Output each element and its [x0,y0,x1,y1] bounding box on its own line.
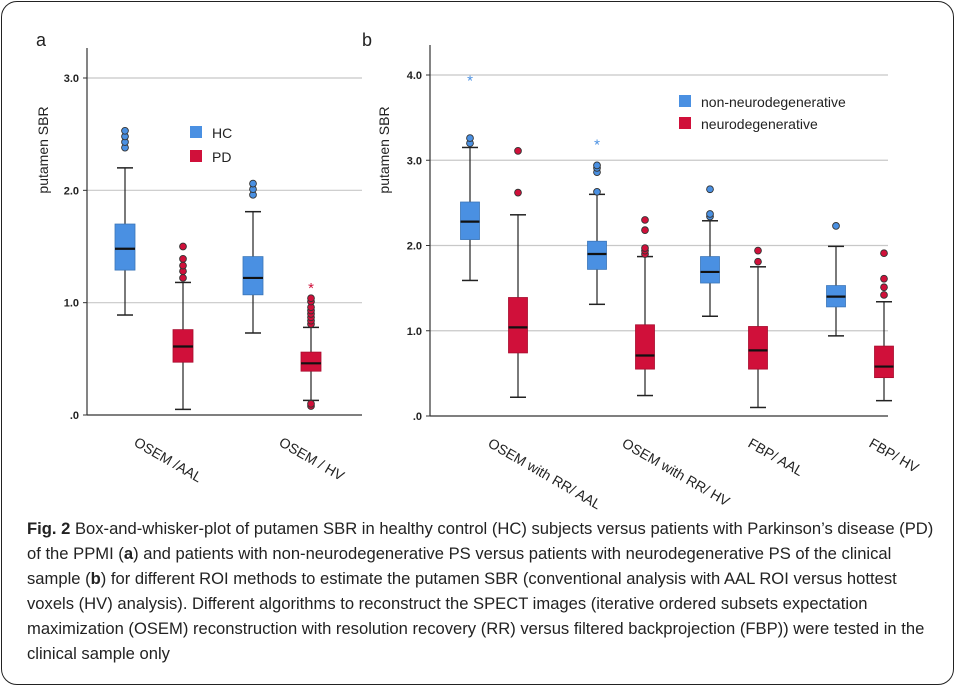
y-tick-label: 2.0 [407,241,422,253]
outlier-point [754,246,762,255]
outlier-point [880,249,888,258]
chart-panel-a: a .0 1.0 2.0 3.0 putamen SBR OSEM /AAL OSEM / H… [35,30,362,485]
outlier-point [307,399,315,408]
box [508,297,528,354]
outlier-point [514,188,522,197]
box [587,240,607,270]
outlier-point [121,126,129,135]
outlier-point [179,255,187,263]
box [700,256,720,284]
outlier-point [832,222,840,230]
x-category-label: OSEM with RR/ AAL [486,435,605,513]
caption-panel-a-ref: a [123,544,134,563]
caption-text-2: ) and patients with non-neurodegenerativ… [27,544,892,588]
outlier-point [641,244,649,252]
y-axis-label: putamen SBR [35,106,51,193]
outlier-point [880,283,888,292]
outlier-point [179,242,187,251]
legend-label: HC [212,125,232,141]
y-tick-label: 3.0 [407,155,422,167]
y-tick-label: 4.0 [407,70,422,82]
figure-caption: Fig. 2 Box-and-whisker-plot of putamen S… [27,516,937,666]
y-tick-label: 1.0 [64,298,79,310]
outlier-point [179,274,187,282]
caption-fig-label: Fig. 2 [27,519,71,538]
outlier-point [249,179,257,188]
box [114,223,136,271]
legend-swatch [679,117,691,129]
y-tick-label: 1.0 [407,326,422,338]
caption-panel-b-ref: b [90,569,101,588]
outlier-point [593,161,601,170]
outlier-point [641,216,649,224]
legend-label: PD [212,149,231,165]
box [242,256,264,296]
panel-letter: b [362,30,372,50]
outlier-point [880,291,888,299]
outlier-point [514,147,522,155]
outlier-point [880,274,888,283]
outlier-point [641,226,649,235]
y-tick-label: .0 [413,411,422,423]
extreme-point: * [467,72,473,89]
x-category-label: FBP/ HV [867,435,923,476]
box [748,326,768,370]
y-tick-label: 3.0 [64,73,79,85]
outlier-point [754,257,762,266]
outlier-point [466,134,474,142]
outlier-point [706,185,714,194]
legend-swatch [679,95,691,107]
caption-text-3: ) for different ROI methods to estimate … [27,569,925,663]
x-category-label: OSEM /AAL [132,434,206,486]
x-category-label: OSEM / HV [277,434,348,484]
y-axis-label: putamen SBR [376,106,392,193]
box [300,351,322,372]
legend-swatch [190,126,202,138]
legend-label: neurodegenerative [701,116,818,132]
x-category-label: OSEM with RR/ HV [620,435,734,510]
box [635,324,655,370]
outlier-point [307,294,315,303]
y-tick-label: 2.0 [64,185,79,197]
legend-swatch [190,150,202,162]
box [874,345,894,379]
outlier-point [179,261,187,270]
chart-panel-b: b .0 1.0 2.0 3.0 4.0 putamen SBR OSEM with RR/ … [362,30,922,513]
extreme-point: * [308,280,314,297]
extreme-point: * [594,136,600,153]
panel-letter: a [36,30,47,50]
caption-text-1: Box-and-whisker-plot of putamen SBR in h… [27,519,934,563]
outlier-point [706,210,714,218]
legend-label: non-neurodegenerative [701,94,846,110]
y-tick-label: .0 [70,410,79,422]
outlier-point [593,187,601,196]
x-category-label: FBP/ AAL [746,435,807,479]
